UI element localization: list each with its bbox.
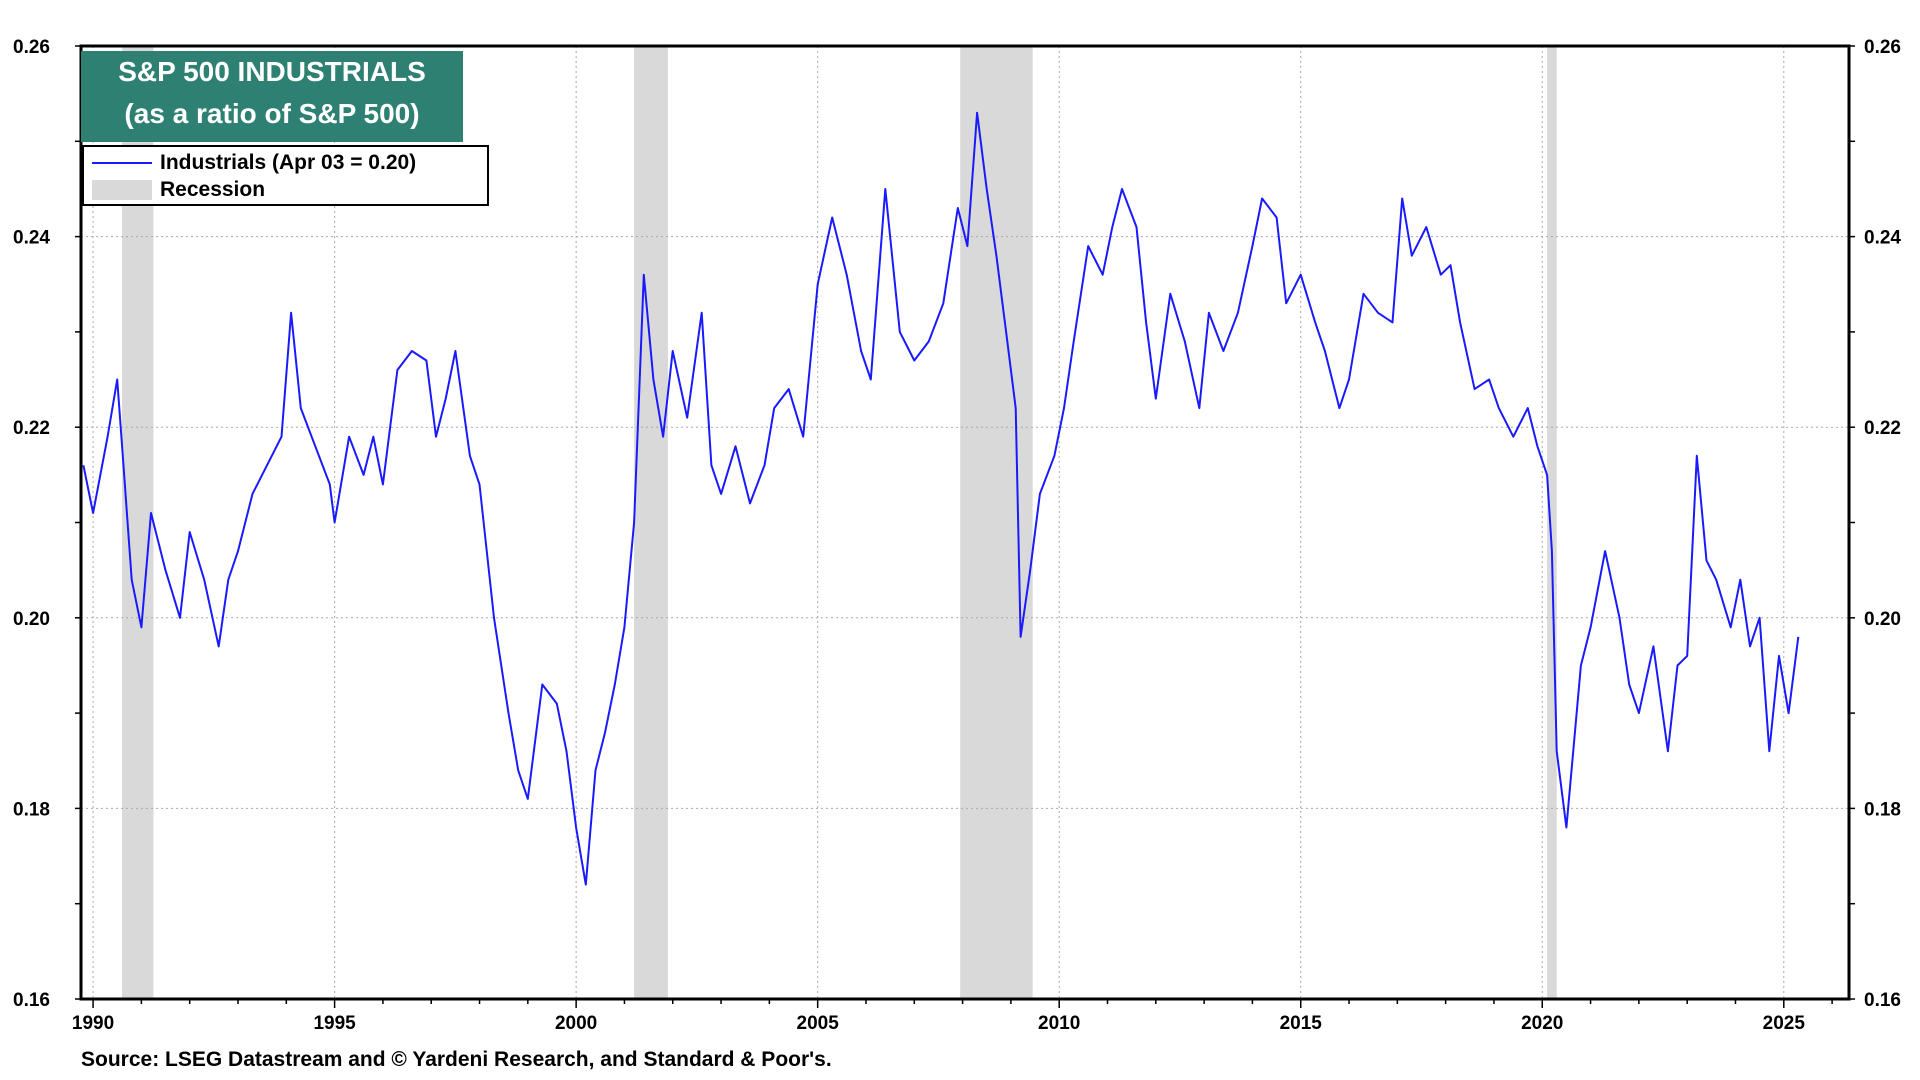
series-layer [82,111,1800,886]
legend-item-industrials: Industrials (Apr 03 = 0.20) [92,150,416,176]
source-note: Source: LSEG Datastream and © Yardeni Re… [81,1048,832,1071]
legend-recession-swatch [92,180,152,200]
x-tick-label-2010: 2010 [1038,1013,1080,1034]
y-tick-label-right-5: 0.26 [1864,37,1901,58]
y-tick-label-right-2: 0.20 [1864,609,1901,630]
x-tick-label-2015: 2015 [1280,1013,1323,1034]
y-tick-label-left-1: 0.18 [13,799,50,820]
y-tick-label-right-3: 0.22 [1864,418,1901,439]
x-tick-label-2025: 2025 [1763,1013,1806,1034]
y-tick-label-right-1: 0.18 [1864,799,1901,820]
x-tick-label-2000: 2000 [555,1013,597,1034]
recession-band-3 [1547,46,1557,999]
y-tick-label-left-5: 0.26 [13,37,50,58]
chart-subtitle: (as a ratio of S&P 500) [124,98,420,129]
y-tick-label-right-0: 0.16 [1864,990,1901,1011]
recession-band-1 [634,46,668,999]
y-tick-label-left-2: 0.20 [13,609,50,630]
y-tick-label-left-3: 0.22 [13,418,50,439]
legend-label-recession: Recession [160,178,266,201]
x-tick-label-2005: 2005 [797,1013,840,1034]
y-tick-label-left-0: 0.16 [13,990,50,1011]
legend: Industrials (Apr 03 = 0.20) Recession [82,145,489,206]
x-tick-label-2020: 2020 [1521,1013,1563,1034]
y-tick-label-right-4: 0.24 [1864,228,1901,249]
y-tick-label-left-4: 0.24 [13,228,50,249]
axes: 1990 1995 2000 2005 2010 2015 2020 2025 0.16 0.16… [13,37,1901,1034]
legend-label-industrials: Industrials (Apr 03 = 0.20) [160,151,417,174]
x-tick-label-1990: 1990 [72,1013,114,1034]
chart-title-box: S&P 500 INDUSTRIALS (as a ratio of S&P 5… [81,51,463,142]
chart-title: S&P 500 INDUSTRIALS [118,56,426,87]
x-tick-label-1995: 1995 [313,1013,356,1034]
series-line-industrials [82,111,1800,886]
legend-item-recession: Recession [92,177,265,203]
legend-line-swatch [92,162,152,164]
recession-band-2 [960,46,1033,999]
